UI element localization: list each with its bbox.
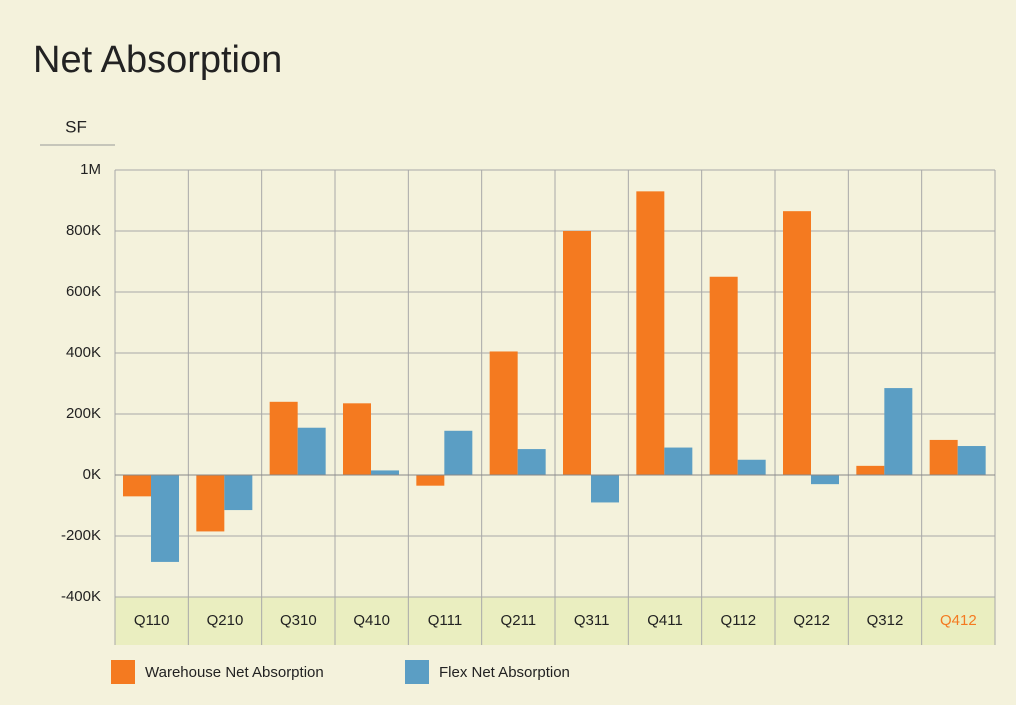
bar <box>709 276 738 475</box>
legend-swatch <box>111 660 135 684</box>
legend-swatch <box>405 660 429 684</box>
bar <box>591 475 619 503</box>
bar <box>929 439 958 475</box>
y-axis-label: SF <box>65 117 87 136</box>
x-tick-label: Q312 <box>867 612 904 629</box>
bar <box>563 231 591 475</box>
bar <box>884 388 913 475</box>
x-tick-label: Q110 <box>134 612 170 629</box>
x-tick-label: Q212 <box>793 612 830 629</box>
bar <box>517 449 546 475</box>
legend-label: Flex Net Absorption <box>439 664 570 681</box>
y-tick-label: 400K <box>66 344 101 361</box>
x-tick-label: Q311 <box>574 612 610 629</box>
x-tick-label: Q112 <box>721 612 757 629</box>
bar <box>664 447 693 475</box>
bar <box>489 351 518 475</box>
y-tick-label: -400K <box>61 588 101 605</box>
bar <box>269 401 298 475</box>
y-tick-label: 600K <box>66 283 101 300</box>
bar <box>957 446 986 475</box>
bar <box>444 430 473 475</box>
y-tick-label: 0K <box>83 466 101 483</box>
bar <box>196 475 225 532</box>
legend-label: Warehouse Net Absorption <box>145 664 324 681</box>
chart-title: Net Absorption <box>33 39 282 81</box>
x-tick-label: Q211 <box>501 612 537 629</box>
bar <box>737 459 766 475</box>
y-tick-label: -200K <box>61 527 101 544</box>
x-tick-label: Q111 <box>428 612 462 629</box>
bar <box>856 465 885 475</box>
bar <box>371 470 399 475</box>
x-tick-label: Q410 <box>353 612 390 629</box>
bar <box>297 427 326 475</box>
x-tick-label: Q210 <box>207 612 244 629</box>
bar <box>224 475 253 511</box>
bar <box>343 403 371 475</box>
bar <box>151 475 179 562</box>
x-tick-label: Q411 <box>647 612 683 629</box>
y-tick-label: 200K <box>66 405 101 422</box>
x-tick-label: Q310 <box>280 612 317 629</box>
bar <box>811 475 839 485</box>
y-tick-label: 1M <box>80 161 101 178</box>
bar <box>416 475 445 486</box>
bar <box>123 475 151 497</box>
bar <box>783 211 811 476</box>
y-tick-label: 800K <box>66 222 101 239</box>
x-tick-label: Q412 <box>940 612 977 629</box>
bar <box>636 191 665 475</box>
